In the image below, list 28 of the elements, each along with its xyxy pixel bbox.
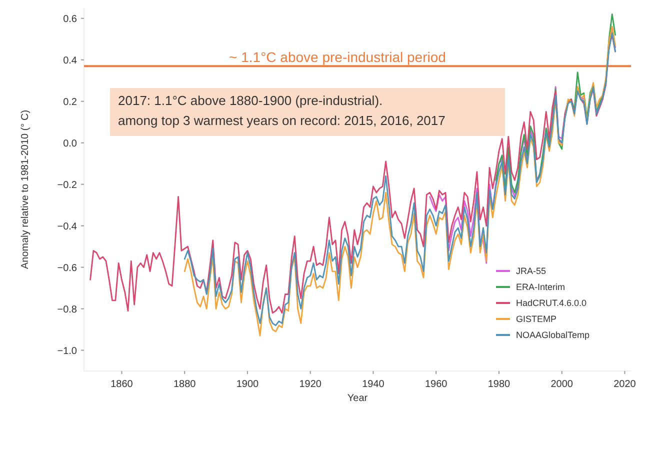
y-tick-label: −0.2 (57, 180, 78, 191)
annotation: among top 3 warmest years on record: 2015, 2016, 2017 (118, 113, 446, 128)
x-axis-title: Year (347, 393, 368, 404)
y-axis-title: Anomaly relative to 1981-2010 (° C) (20, 110, 31, 270)
annotation: 2017: 1.1°C above 1880-1900 (pre-industrial). (118, 93, 383, 108)
x-tick-label: 2000 (550, 379, 574, 390)
legend-label: HadCRUT.4.6.0.0 (516, 298, 587, 308)
legend-label: NOAAGlobalTemp (516, 330, 590, 340)
x-tick-label: 1960 (424, 379, 448, 390)
y-tick-label: −0.8 (57, 304, 78, 316)
y-tick-label: 0.2 (63, 96, 78, 108)
y-tick-label: 0.4 (63, 55, 78, 66)
x-tick-label: 1980 (488, 379, 511, 390)
legend-label: JRA-55 (516, 266, 546, 276)
x-tick-label: 1940 (362, 379, 385, 390)
x-tick-label: 1880 (173, 379, 196, 390)
x-tick-label: 1900 (236, 379, 260, 390)
x-tick-label: 1920 (299, 379, 322, 390)
x-tick-label: 1860 (110, 379, 134, 390)
ref-line-label: ~ 1.1°C above pre-industrial period (229, 49, 446, 66)
y-tick-label: 0.6 (63, 14, 78, 25)
y-tick-label: −1.0 (57, 346, 78, 357)
legend-label: GISTEMP (516, 314, 557, 324)
y-tick-label: −0.6 (57, 262, 78, 274)
legend-label: ERA-Interim (516, 282, 566, 292)
x-tick-label: 2020 (614, 379, 636, 390)
y-tick-label: −0.4 (57, 221, 78, 232)
y-tick-label: 0.0 (63, 138, 78, 150)
